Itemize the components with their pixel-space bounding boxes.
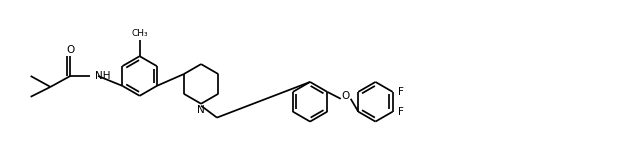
Text: CH₃: CH₃ (131, 29, 148, 38)
Text: O: O (66, 45, 74, 55)
Text: F: F (398, 107, 403, 117)
Text: N: N (197, 105, 205, 115)
Text: O: O (342, 91, 350, 101)
Text: NH: NH (95, 71, 110, 81)
Text: F: F (398, 87, 403, 97)
